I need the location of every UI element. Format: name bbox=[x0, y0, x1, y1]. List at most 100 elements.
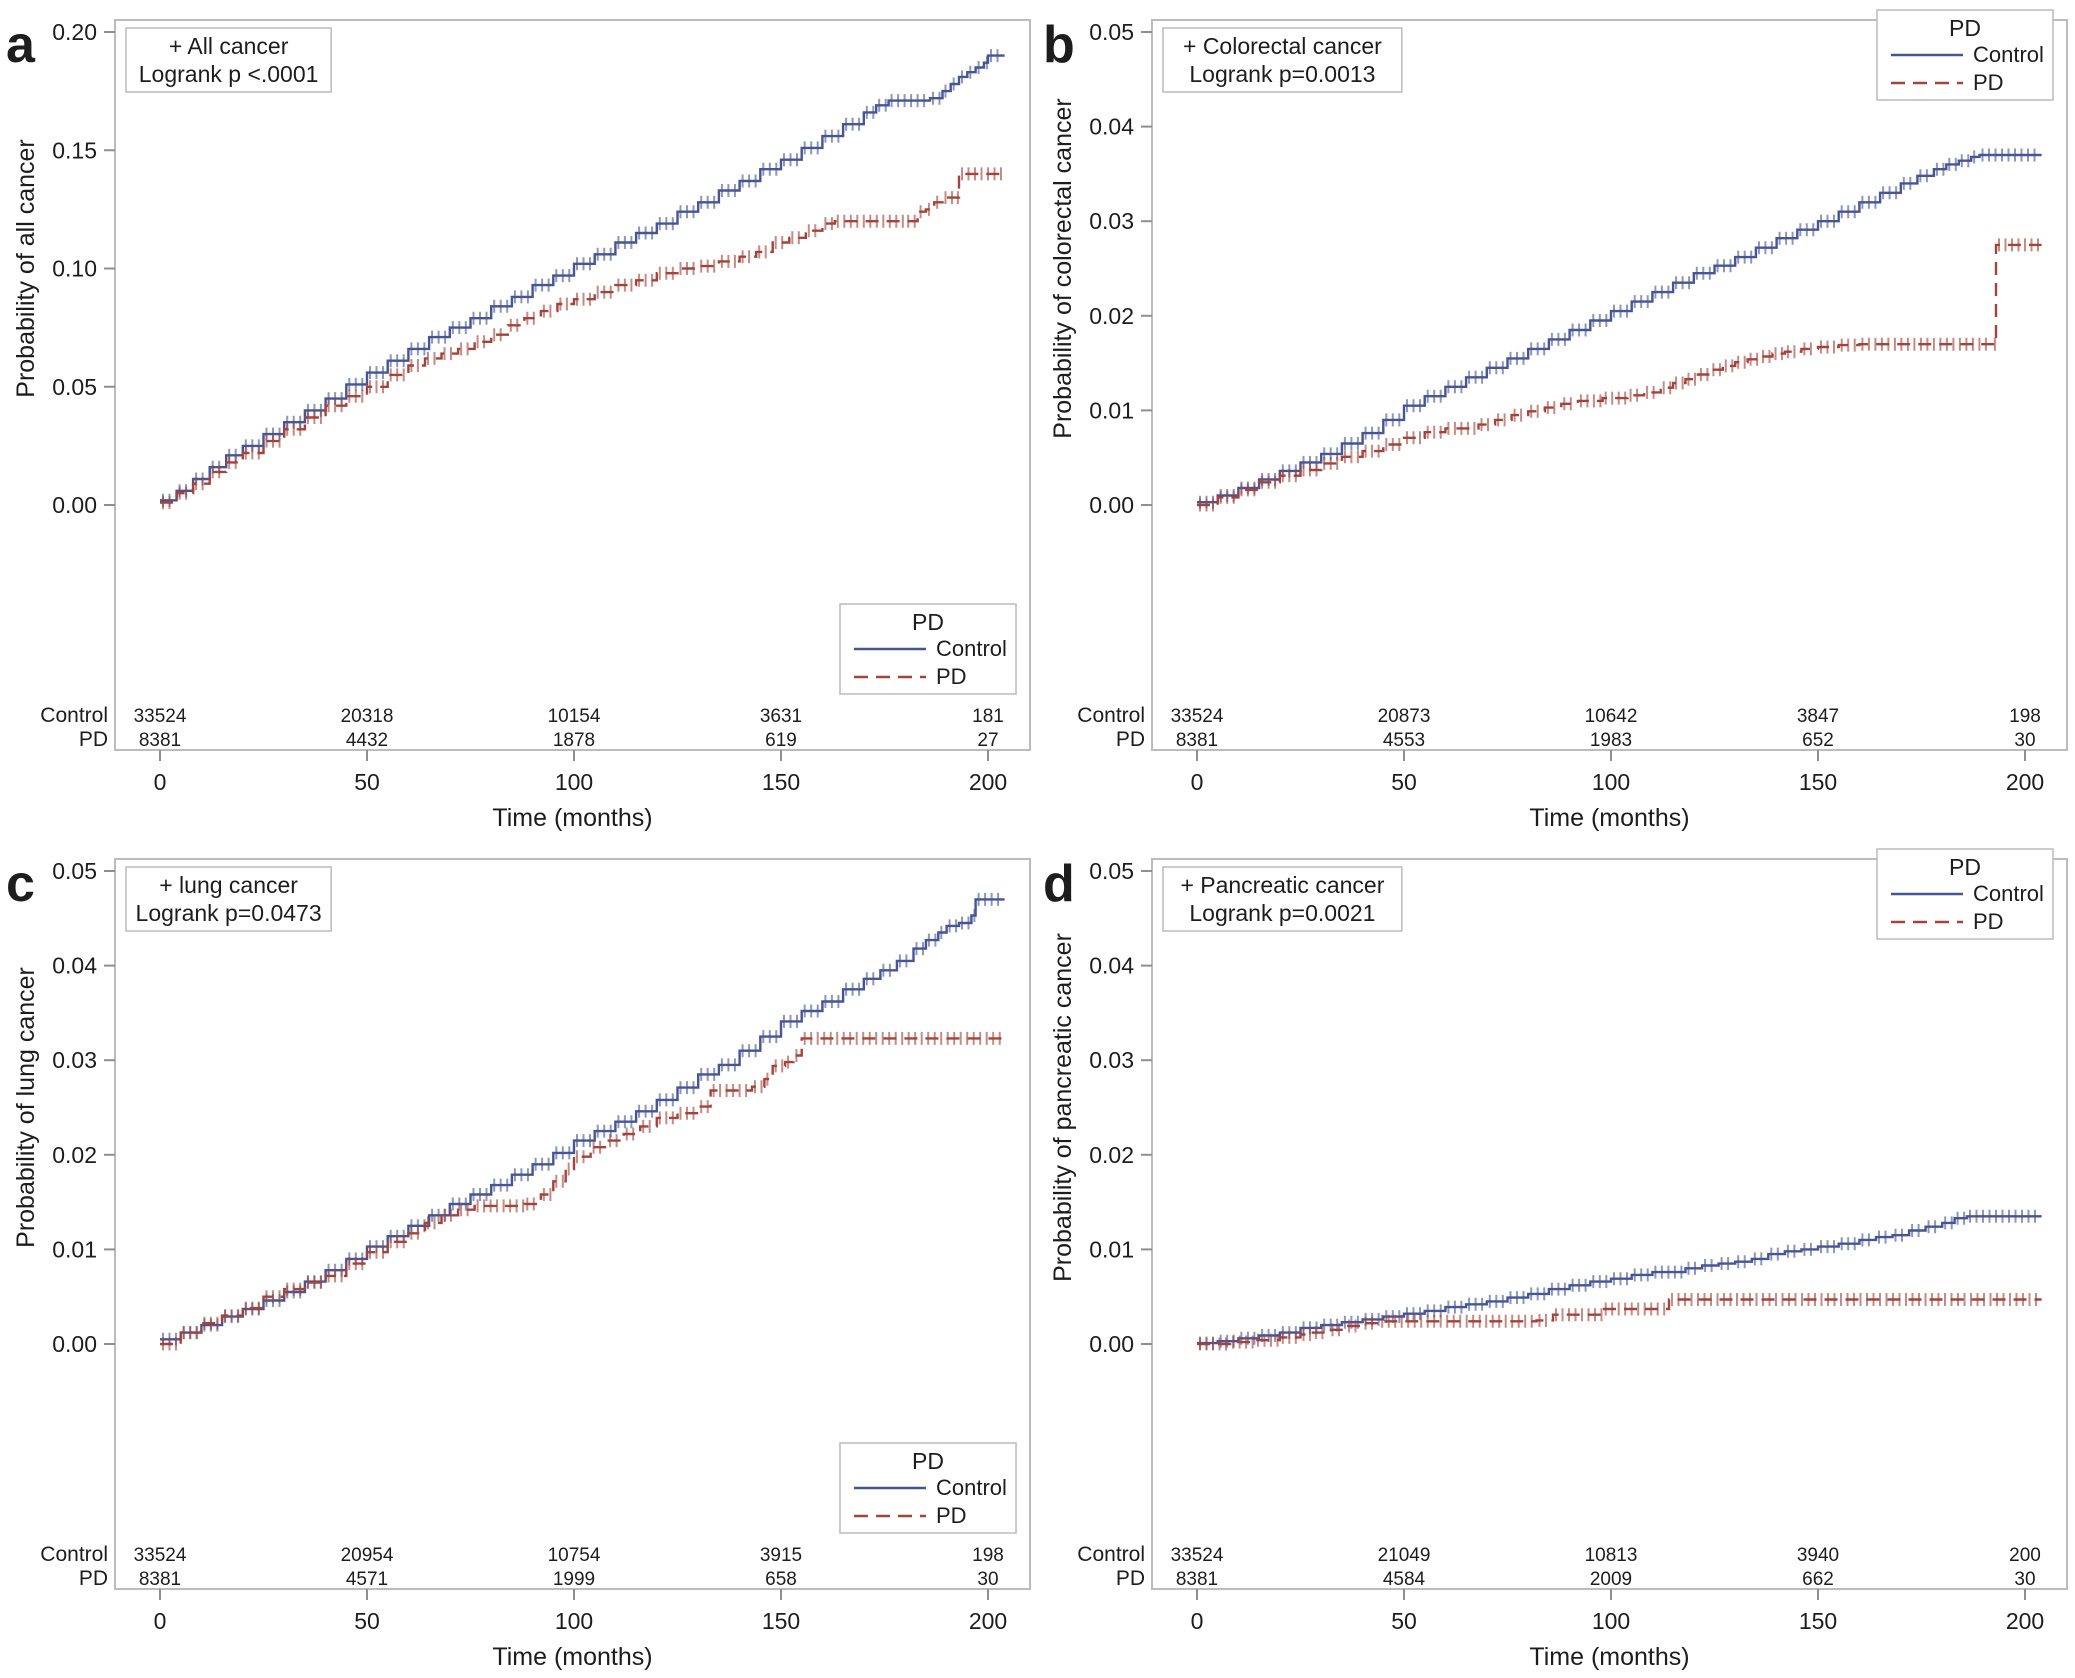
risk-row-label: Control bbox=[40, 704, 108, 727]
x-tick-label: 200 bbox=[2006, 1608, 2044, 1634]
x-tick-label: 50 bbox=[1391, 769, 1417, 795]
y-tick-label: 0.03 bbox=[1089, 208, 1134, 234]
legend-title: PD bbox=[912, 1448, 944, 1474]
x-tick-label: 50 bbox=[354, 769, 380, 795]
x-axis-title: Time (months) bbox=[1529, 1643, 1689, 1671]
x-tick-label: 0 bbox=[154, 1608, 167, 1634]
panel-letter: d bbox=[1043, 855, 1075, 913]
risk-value: 1983 bbox=[1590, 730, 1632, 751]
risk-value: 4571 bbox=[346, 1569, 388, 1590]
risk-row-label: Control bbox=[1077, 704, 1145, 727]
risk-value: 198 bbox=[972, 1545, 1004, 1566]
risk-value: 8381 bbox=[1176, 730, 1218, 751]
x-tick-label: 200 bbox=[969, 769, 1007, 795]
legend-label-pd: PD bbox=[1973, 70, 2004, 95]
legend-title: PD bbox=[1949, 15, 1981, 41]
annotation-title: + Colorectal cancer bbox=[1183, 33, 1382, 59]
x-tick-label: 0 bbox=[1191, 769, 1204, 795]
panel-d-plot: 0.00 0.01 0.02 0.03 0.04 0.05 0 50 100 150 200 Time… bbox=[1043, 848, 2068, 1671]
risk-value: 20318 bbox=[341, 706, 394, 727]
risk-row-label: PD bbox=[1116, 728, 1145, 751]
panel-letter: c bbox=[6, 855, 35, 913]
control-curve bbox=[160, 54, 1005, 502]
pd-curve bbox=[1197, 243, 2042, 507]
risk-value: 21049 bbox=[1378, 1545, 1431, 1566]
legend-label-pd: PD bbox=[1973, 909, 2004, 934]
risk-value: 33524 bbox=[134, 1545, 187, 1566]
y-tick-label: 0.10 bbox=[52, 256, 97, 282]
risk-value: 33524 bbox=[134, 706, 187, 727]
y-tick-label: 0.04 bbox=[1089, 114, 1134, 140]
annotation-box bbox=[125, 866, 332, 932]
risk-value: 33524 bbox=[1171, 706, 1224, 727]
risk-value: 3940 bbox=[1797, 1545, 1839, 1566]
x-tick-label: 150 bbox=[762, 1608, 800, 1634]
y-axis-title: Probability of colorectal cancer bbox=[1049, 98, 1077, 438]
risk-row-label: PD bbox=[79, 728, 108, 751]
pd-curve bbox=[160, 1037, 1005, 1346]
risk-value: 1878 bbox=[553, 730, 595, 751]
x-tick-label: 150 bbox=[1799, 1608, 1837, 1634]
x-axis-title: Time (months) bbox=[1529, 804, 1689, 832]
annotation-title: + Pancreatic cancer bbox=[1180, 872, 1384, 898]
annotation-logrank: Logrank p=0.0021 bbox=[1189, 900, 1375, 926]
y-tick-label: 0.02 bbox=[1089, 1142, 1134, 1168]
y-axis-title: Probability of pancreatic cancer bbox=[1049, 933, 1077, 1282]
legend-title: PD bbox=[912, 609, 944, 635]
legend-label-control: Control bbox=[1973, 42, 2044, 67]
x-tick-label: 50 bbox=[354, 1608, 380, 1634]
risk-value: 3631 bbox=[760, 706, 802, 727]
x-tick-label: 0 bbox=[1191, 1608, 1204, 1634]
risk-value: 8381 bbox=[1176, 1569, 1218, 1590]
pd-curve bbox=[160, 172, 1005, 504]
y-tick-label: 0.01 bbox=[1089, 397, 1134, 423]
annotation-logrank: Logrank p=0.0013 bbox=[1189, 61, 1375, 87]
y-axis-title: Probability of all cancer bbox=[12, 139, 40, 397]
risk-value: 20873 bbox=[1378, 706, 1431, 727]
risk-value: 20954 bbox=[341, 1545, 394, 1566]
y-tick-label: 0.05 bbox=[52, 858, 97, 884]
y-tick-label: 0.04 bbox=[1089, 953, 1134, 979]
x-tick-label: 200 bbox=[969, 1608, 1007, 1634]
legend-label-control: Control bbox=[936, 636, 1007, 661]
legend-label-control: Control bbox=[936, 1475, 1007, 1500]
risk-value: 658 bbox=[765, 1569, 797, 1590]
y-tick-label: 0.02 bbox=[52, 1142, 97, 1168]
y-tick-label: 0.03 bbox=[1089, 1047, 1134, 1073]
x-tick-label: 200 bbox=[2006, 769, 2044, 795]
risk-value: 30 bbox=[2014, 1569, 2035, 1590]
y-tick-label: 0.01 bbox=[52, 1236, 97, 1262]
y-tick-label: 0.05 bbox=[52, 374, 97, 400]
risk-value: 619 bbox=[765, 730, 797, 751]
control-curve bbox=[1197, 153, 2042, 504]
legend-label-pd: PD bbox=[936, 664, 967, 689]
risk-value: 30 bbox=[977, 1569, 998, 1590]
y-tick-label: 0.02 bbox=[1089, 303, 1134, 329]
risk-value: 662 bbox=[1802, 1569, 1834, 1590]
risk-value: 200 bbox=[2009, 1545, 2041, 1566]
pd-curve bbox=[1197, 1298, 2042, 1346]
risk-value: 1999 bbox=[553, 1569, 595, 1590]
risk-value: 10754 bbox=[548, 1545, 601, 1566]
panel-d: 0.00 0.01 0.02 0.03 0.04 0.05 0 50 100 150 200 Time… bbox=[1037, 839, 2075, 1678]
risk-value: 27 bbox=[977, 730, 998, 751]
annotation-box bbox=[1162, 27, 1403, 93]
x-tick-label: 100 bbox=[555, 769, 593, 795]
annotation-logrank: Logrank p=0.0473 bbox=[136, 900, 322, 926]
y-tick-label: 0.05 bbox=[1089, 19, 1134, 45]
risk-value: 2009 bbox=[1590, 1569, 1632, 1590]
risk-value: 4553 bbox=[1383, 730, 1425, 751]
panel-c-plot: 0.00 0.01 0.02 0.03 0.04 0.05 0 50 100 150 200 Time… bbox=[6, 855, 1031, 1671]
annotation-title: + All cancer bbox=[169, 33, 289, 59]
x-axis-title: Time (months) bbox=[492, 1643, 652, 1671]
risk-value: 8381 bbox=[139, 730, 181, 751]
plot-frame bbox=[1151, 858, 2068, 1590]
risk-value: 3915 bbox=[760, 1545, 802, 1566]
annotation-title: + lung cancer bbox=[159, 872, 298, 898]
panel-b: 0.00 0.01 0.02 0.03 0.04 0.05 0 50 100 150 200 Time… bbox=[1037, 0, 2075, 839]
risk-value: 4584 bbox=[1383, 1569, 1426, 1590]
y-tick-label: 0.20 bbox=[52, 19, 97, 45]
legend-box bbox=[839, 603, 1017, 695]
panel-c: 0.00 0.01 0.02 0.03 0.04 0.05 0 50 100 150 200 Time… bbox=[0, 839, 1037, 1678]
x-tick-label: 100 bbox=[1592, 769, 1630, 795]
